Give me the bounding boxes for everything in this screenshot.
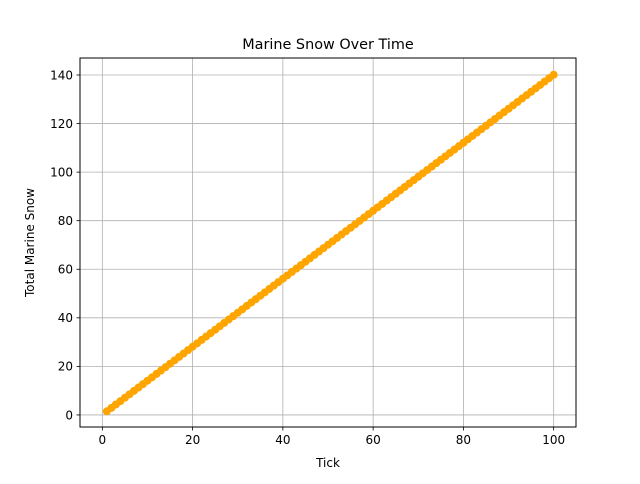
y-tick-label: 100 bbox=[50, 165, 73, 179]
y-tick-label: 40 bbox=[58, 311, 73, 325]
y-tick-label: 140 bbox=[50, 68, 73, 82]
x-tick-label: 60 bbox=[365, 433, 380, 447]
chart-title: Marine Snow Over Time bbox=[242, 37, 414, 53]
x-tick-label: 20 bbox=[185, 433, 200, 447]
x-axis-title: Tick bbox=[315, 456, 340, 470]
y-tick-label: 80 bbox=[58, 214, 73, 228]
y-axis-title: Total Marine Snow bbox=[23, 188, 37, 298]
x-tick-label: 40 bbox=[275, 433, 290, 447]
series-layer bbox=[102, 70, 558, 416]
y-tick-label: 20 bbox=[58, 360, 73, 374]
plot-frame bbox=[79, 57, 577, 428]
y-tick-label: 0 bbox=[65, 408, 73, 422]
y-tick-label: 120 bbox=[50, 117, 73, 131]
x-tick-label: 80 bbox=[456, 433, 471, 447]
data-point bbox=[549, 70, 558, 79]
x-tick-label: 0 bbox=[99, 433, 107, 447]
tick-layer: 0 20 40 60 80 100 0 20 40 60 80 100 120 140 bbox=[50, 68, 565, 447]
x-tick-label: 100 bbox=[542, 433, 565, 447]
y-tick-label: 60 bbox=[58, 263, 73, 277]
